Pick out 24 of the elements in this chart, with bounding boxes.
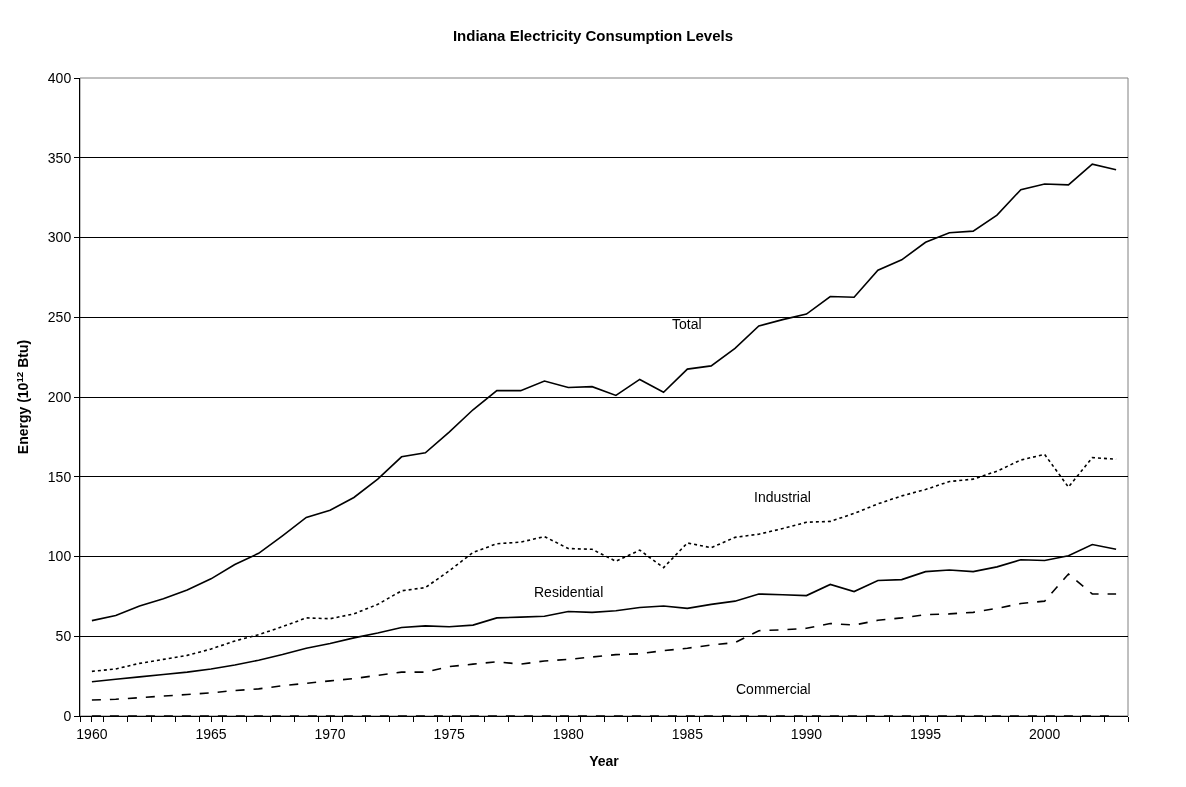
x-tick-label: 1985 [671, 725, 704, 742]
x-tick-label: 1980 [552, 725, 585, 742]
x-tick-label: 2000 [1029, 725, 1061, 742]
series-label: Residential [534, 584, 604, 600]
x-tick-label: 1990 [790, 725, 823, 742]
y-tick-label: 100 [47, 548, 72, 565]
y-tick-label: 0 [63, 707, 72, 724]
x-tick-label: 1970 [314, 725, 346, 742]
x-tick-label: 1965 [195, 725, 227, 742]
series-label: Industrial [754, 489, 811, 505]
y-tick-label: 150 [47, 468, 72, 485]
y-tick-label: 200 [47, 388, 72, 405]
y-tick-label: 250 [47, 309, 72, 326]
y-tick-label: 400 [47, 69, 72, 86]
chart-title: Indiana Electricity Consumption Levels [452, 26, 734, 44]
y-tick-label: 300 [47, 229, 72, 246]
x-axis-title: Year [589, 753, 620, 770]
x-tick-label: 1960 [76, 725, 108, 742]
text: Total [672, 316, 702, 332]
y-tick-label: 350 [47, 149, 72, 166]
x-tick-label: 1975 [433, 725, 465, 742]
x-tick-label: 1995 [909, 725, 942, 742]
y-tick-label: 50 [55, 628, 72, 645]
text: Commercial [736, 681, 811, 697]
